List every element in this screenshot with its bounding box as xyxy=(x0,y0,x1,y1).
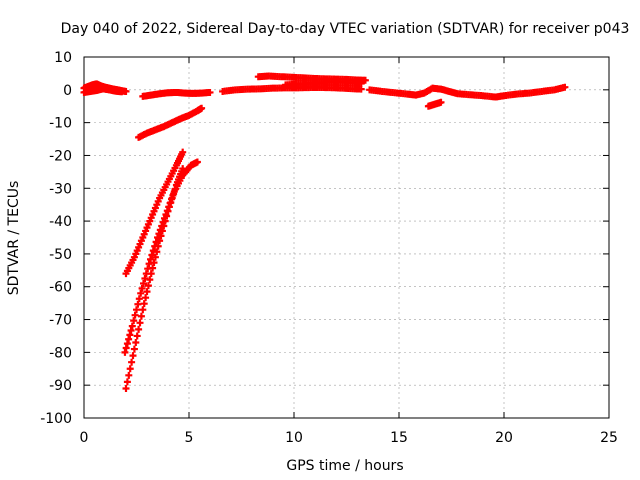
series-arc-neg-10 xyxy=(135,104,206,141)
y-tick-label: 0 xyxy=(63,83,72,99)
x-tick-label: 20 xyxy=(495,430,513,446)
data-point xyxy=(125,335,133,343)
x-tick-label: 15 xyxy=(390,430,408,446)
data-point xyxy=(122,344,130,352)
series-arc-early-zero-b xyxy=(80,85,126,96)
data-point xyxy=(130,317,138,325)
series-arc-steep-c xyxy=(122,165,187,392)
series-arc-high-b xyxy=(282,78,365,89)
data-point xyxy=(171,185,179,193)
data-point xyxy=(118,88,126,96)
y-tick-label: 10 xyxy=(54,50,72,66)
x-axis-label: GPS time / hours xyxy=(286,458,403,474)
data-point xyxy=(123,378,131,386)
data-point xyxy=(167,198,175,206)
data-point xyxy=(135,325,143,333)
data-point xyxy=(139,306,147,314)
data-point xyxy=(161,217,169,225)
tick-layer: 0 5 10 15 20 25 10 0 -10 -20 -30 -40 -50 -60 -70 -80 -90… xyxy=(40,50,618,446)
x-tick-label: 10 xyxy=(285,430,303,446)
data-point xyxy=(179,165,187,173)
data-point xyxy=(137,289,145,297)
data-point xyxy=(144,282,152,290)
grid-layer xyxy=(84,57,609,418)
data-point xyxy=(561,83,569,91)
y-tick-label: -70 xyxy=(49,313,72,329)
data-point xyxy=(150,259,158,267)
data-point xyxy=(206,88,214,96)
data-point xyxy=(138,284,146,292)
data-point xyxy=(170,190,178,198)
data-point xyxy=(127,326,135,334)
data-point xyxy=(142,294,150,302)
data-point xyxy=(158,227,166,235)
data-point xyxy=(147,270,155,278)
data-layer xyxy=(80,72,569,392)
data-point xyxy=(164,207,172,215)
data-point xyxy=(133,306,140,314)
data-point xyxy=(146,276,154,284)
data-point xyxy=(129,352,137,360)
series-arc-mid-zero xyxy=(139,88,214,100)
data-point xyxy=(157,232,165,240)
data-point xyxy=(131,311,139,319)
data-point xyxy=(128,322,136,330)
data-point xyxy=(357,80,365,88)
data-point xyxy=(122,384,130,392)
data-point xyxy=(193,158,201,166)
x-tick-label: 5 xyxy=(185,430,194,446)
x-tick-label: 25 xyxy=(600,430,618,446)
data-point xyxy=(160,222,168,230)
series-arc-late-zero xyxy=(366,83,569,101)
data-point xyxy=(140,279,147,287)
data-point xyxy=(126,331,134,339)
data-point xyxy=(149,264,157,272)
y-tick-label: -10 xyxy=(49,116,72,132)
data-point xyxy=(133,332,141,340)
series-arc-late-dip xyxy=(424,98,445,110)
data-point xyxy=(136,319,144,327)
data-point xyxy=(151,253,159,261)
data-point xyxy=(126,365,134,373)
data-point xyxy=(165,203,173,211)
data-point xyxy=(137,312,145,320)
series-arc-steep-a xyxy=(122,148,187,278)
y-tick-label: -60 xyxy=(49,280,72,296)
y-axis-label: SDTVAR / TECUs xyxy=(6,181,22,296)
data-point xyxy=(361,76,369,84)
data-point xyxy=(121,348,129,356)
y-tick-label: -80 xyxy=(49,345,72,361)
chart-title: Day 040 of 2022, Sidereal Day-to-day VTE… xyxy=(61,21,630,37)
data-point xyxy=(143,288,151,296)
data-point xyxy=(130,345,138,353)
data-point xyxy=(123,340,131,348)
data-point xyxy=(135,295,143,303)
x-tick-label: 0 xyxy=(80,430,89,446)
data-point xyxy=(128,358,136,366)
y-tick-label: -20 xyxy=(49,148,72,164)
y-tick-label: -50 xyxy=(49,247,72,263)
data-point xyxy=(163,212,171,220)
y-tick-label: -90 xyxy=(49,378,72,394)
data-point xyxy=(153,248,161,256)
plot-frame xyxy=(83,56,610,419)
data-point xyxy=(140,300,148,308)
y-tick-label: -40 xyxy=(49,214,72,230)
data-point xyxy=(134,300,142,308)
data-point xyxy=(132,339,140,347)
data-point xyxy=(437,98,445,106)
data-point xyxy=(198,104,206,112)
data-point xyxy=(125,371,133,379)
data-point xyxy=(154,242,162,250)
data-point xyxy=(156,237,164,245)
data-point xyxy=(168,194,176,202)
y-tick-label: -30 xyxy=(49,181,72,197)
y-tick-label: -100 xyxy=(40,411,72,427)
data-point xyxy=(179,148,187,156)
